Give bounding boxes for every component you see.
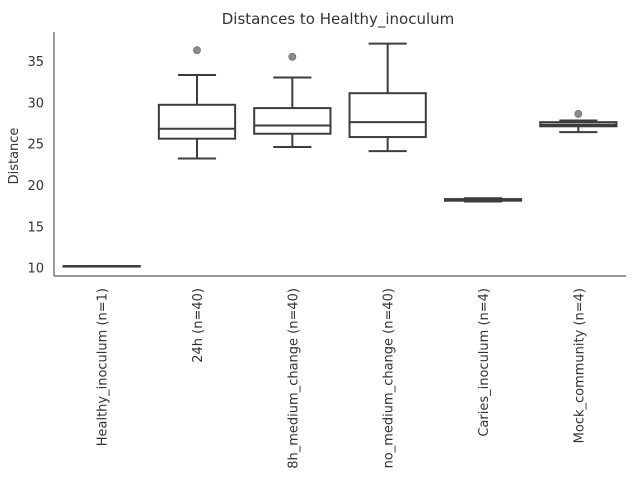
x-tick-label: Caries_inoculum (n=4): [477, 288, 492, 437]
y-tick-label: 10: [27, 262, 44, 277]
outlier-point: [193, 46, 201, 55]
x-tick-label: 8h_medium_change (n=40): [286, 288, 301, 469]
y-axis-title: Distance: [7, 128, 22, 185]
box: [348, 92, 427, 139]
y-tick-label: 20: [27, 179, 44, 194]
plot-area: 10 15 20 25 30 35 Healthy_inoculum (n=1) 24h (n…: [27, 32, 626, 469]
box: [253, 107, 332, 135]
outlier-point: [574, 109, 583, 118]
y-tick-label: 15: [27, 220, 44, 235]
chart-title: Distances to Healthy_inoculum: [222, 10, 455, 29]
x-tick-label: Mock_community (n=4): [572, 288, 587, 443]
y-tick-label: 35: [27, 55, 44, 70]
x-tick-label: Healthy_inoculum (n=1): [96, 288, 111, 446]
outlier-point: [288, 52, 297, 61]
x-tick-label: no_medium_change (n=40): [382, 288, 397, 468]
x-tick-label: 24h (n=40): [191, 288, 206, 363]
box: [157, 103, 237, 140]
y-tick-label: 25: [27, 138, 44, 153]
y-tick-label: 30: [27, 96, 44, 111]
